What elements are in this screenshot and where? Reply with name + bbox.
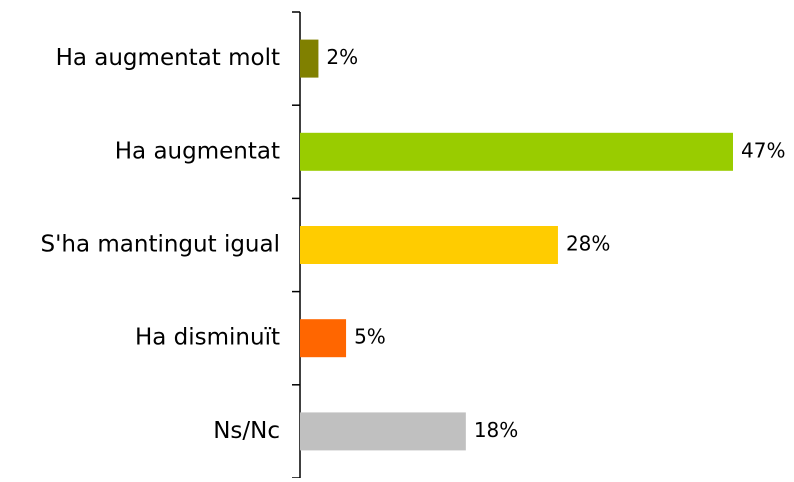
bar <box>300 319 347 358</box>
bar <box>300 132 733 171</box>
value-label: 2% <box>326 45 358 69</box>
bar <box>300 39 319 78</box>
category-label: Ha augmentat <box>115 138 280 164</box>
bar <box>300 412 466 451</box>
category-label: Ns/Nc <box>213 418 280 444</box>
bar <box>300 226 558 264</box>
value-label: 28% <box>566 232 610 256</box>
value-label: 5% <box>354 325 386 349</box>
value-label: 18% <box>474 418 518 442</box>
category-label: S'ha mantingut igual <box>40 232 280 258</box>
category-label: Ha augmentat molt <box>56 45 280 71</box>
value-label: 47% <box>741 138 785 162</box>
category-label: Ha disminuït <box>135 325 280 351</box>
